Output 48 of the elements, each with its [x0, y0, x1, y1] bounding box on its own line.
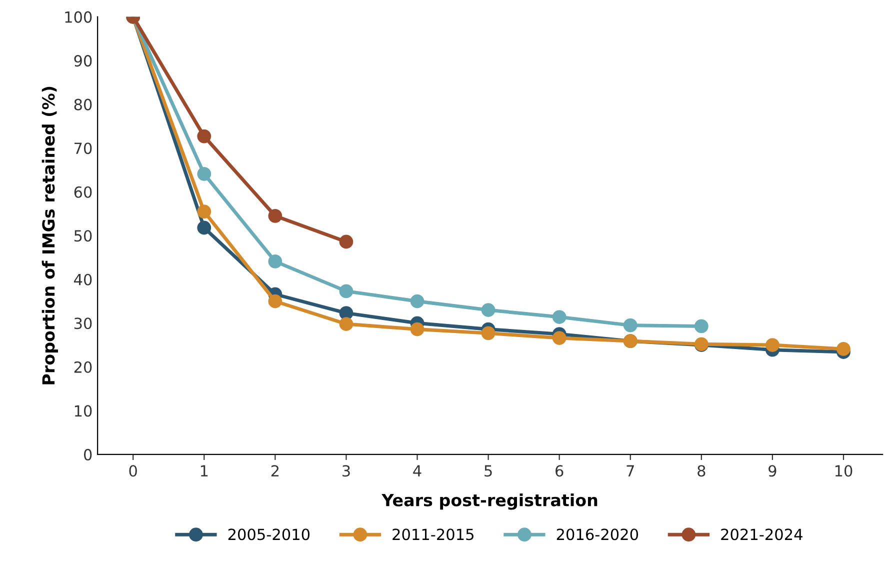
point — [836, 342, 850, 356]
y-tick-label: 50 — [74, 230, 92, 242]
point — [552, 310, 566, 324]
x-tick-label: 5 — [484, 465, 492, 477]
x-tick-label: 6 — [556, 465, 564, 477]
x-tick-label: 1 — [200, 465, 208, 476]
legend-label: 2005-2010 — [228, 528, 310, 540]
x-tick-label: 4 — [413, 465, 422, 476]
point — [766, 338, 780, 352]
point — [268, 254, 282, 268]
x-tick-label: 10 — [835, 465, 852, 477]
point — [552, 331, 566, 345]
y-tick-label: 100 — [65, 11, 92, 23]
legend-label: 2021-2024 — [721, 528, 802, 540]
point — [197, 220, 212, 235]
y-tick-label: 20 — [74, 361, 92, 373]
point — [481, 303, 496, 317]
x-tick-label: 3 — [342, 465, 350, 477]
x-axis-title: Years post-registration — [382, 494, 598, 510]
point — [197, 129, 212, 144]
y-tick-label: 60 — [74, 186, 92, 198]
y-tick-label: 30 — [74, 318, 92, 330]
point — [197, 166, 212, 181]
y-tick-label: 40 — [74, 274, 92, 286]
point — [268, 208, 282, 223]
x-tick-label: 8 — [698, 465, 706, 477]
point — [268, 294, 282, 308]
x-tick-label: 7 — [626, 465, 634, 476]
point — [410, 322, 424, 336]
point — [694, 319, 708, 334]
y-axis-title: Proportion of IMGs retained (%) — [42, 86, 58, 384]
legend-label: 2016-2020 — [556, 528, 638, 540]
legend-label: 2011-2015 — [392, 528, 474, 540]
x-tick-label: 0 — [129, 465, 137, 477]
point — [197, 204, 212, 218]
point — [410, 294, 424, 308]
y-tick-label: 90 — [74, 55, 92, 67]
y-tick-label: 0 — [84, 448, 92, 460]
point — [339, 284, 354, 298]
y-tick-label: 70 — [74, 142, 92, 154]
point — [623, 318, 638, 332]
x-tick-label: 2 — [271, 465, 278, 476]
y-tick-label: 80 — [74, 98, 92, 110]
point — [481, 326, 496, 340]
y-tick-label: 10 — [74, 405, 92, 417]
point — [339, 317, 354, 331]
point — [339, 234, 354, 249]
x-tick-label: 9 — [768, 465, 776, 477]
